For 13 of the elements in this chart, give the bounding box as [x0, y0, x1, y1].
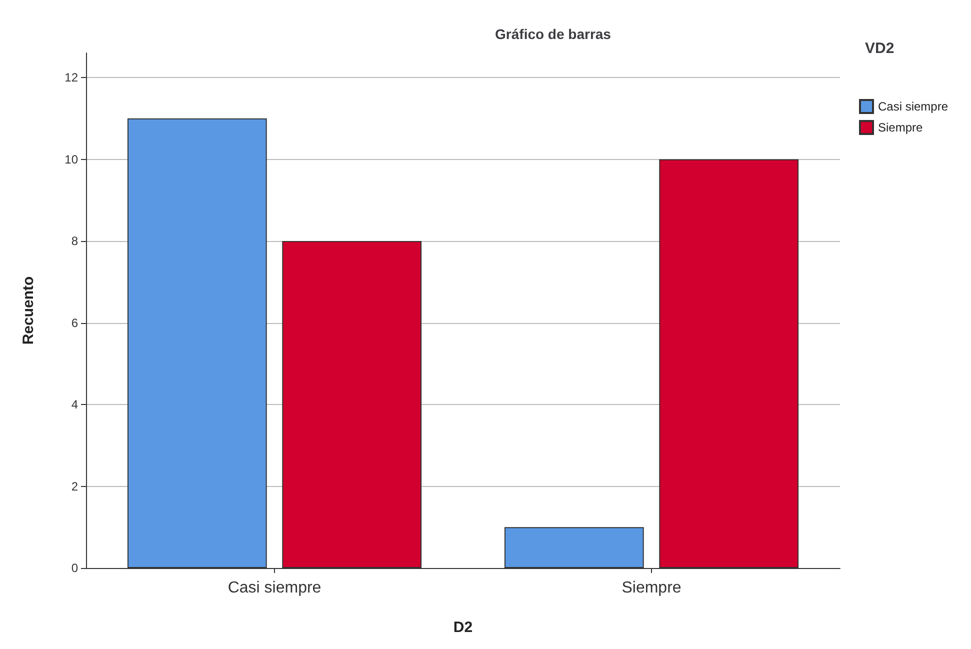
legend-label: Casi siempre	[878, 100, 948, 114]
chart-title: Gráfico de barras	[495, 26, 612, 42]
y-axis-title: Recuento	[20, 276, 37, 345]
y-tick-label: 6	[71, 316, 78, 330]
legend-title: VD2	[865, 40, 894, 57]
x-axis-title: D2	[453, 619, 473, 636]
y-tick-label: 8	[71, 234, 78, 248]
y-tick-label: 2	[71, 479, 78, 494]
y-tick-label: 4	[71, 398, 78, 412]
legend-label: Siempre	[878, 120, 924, 134]
y-tick-label: 10	[64, 152, 78, 166]
y-tick-label: 0	[71, 561, 78, 575]
y-tick-label: 12	[64, 70, 78, 85]
